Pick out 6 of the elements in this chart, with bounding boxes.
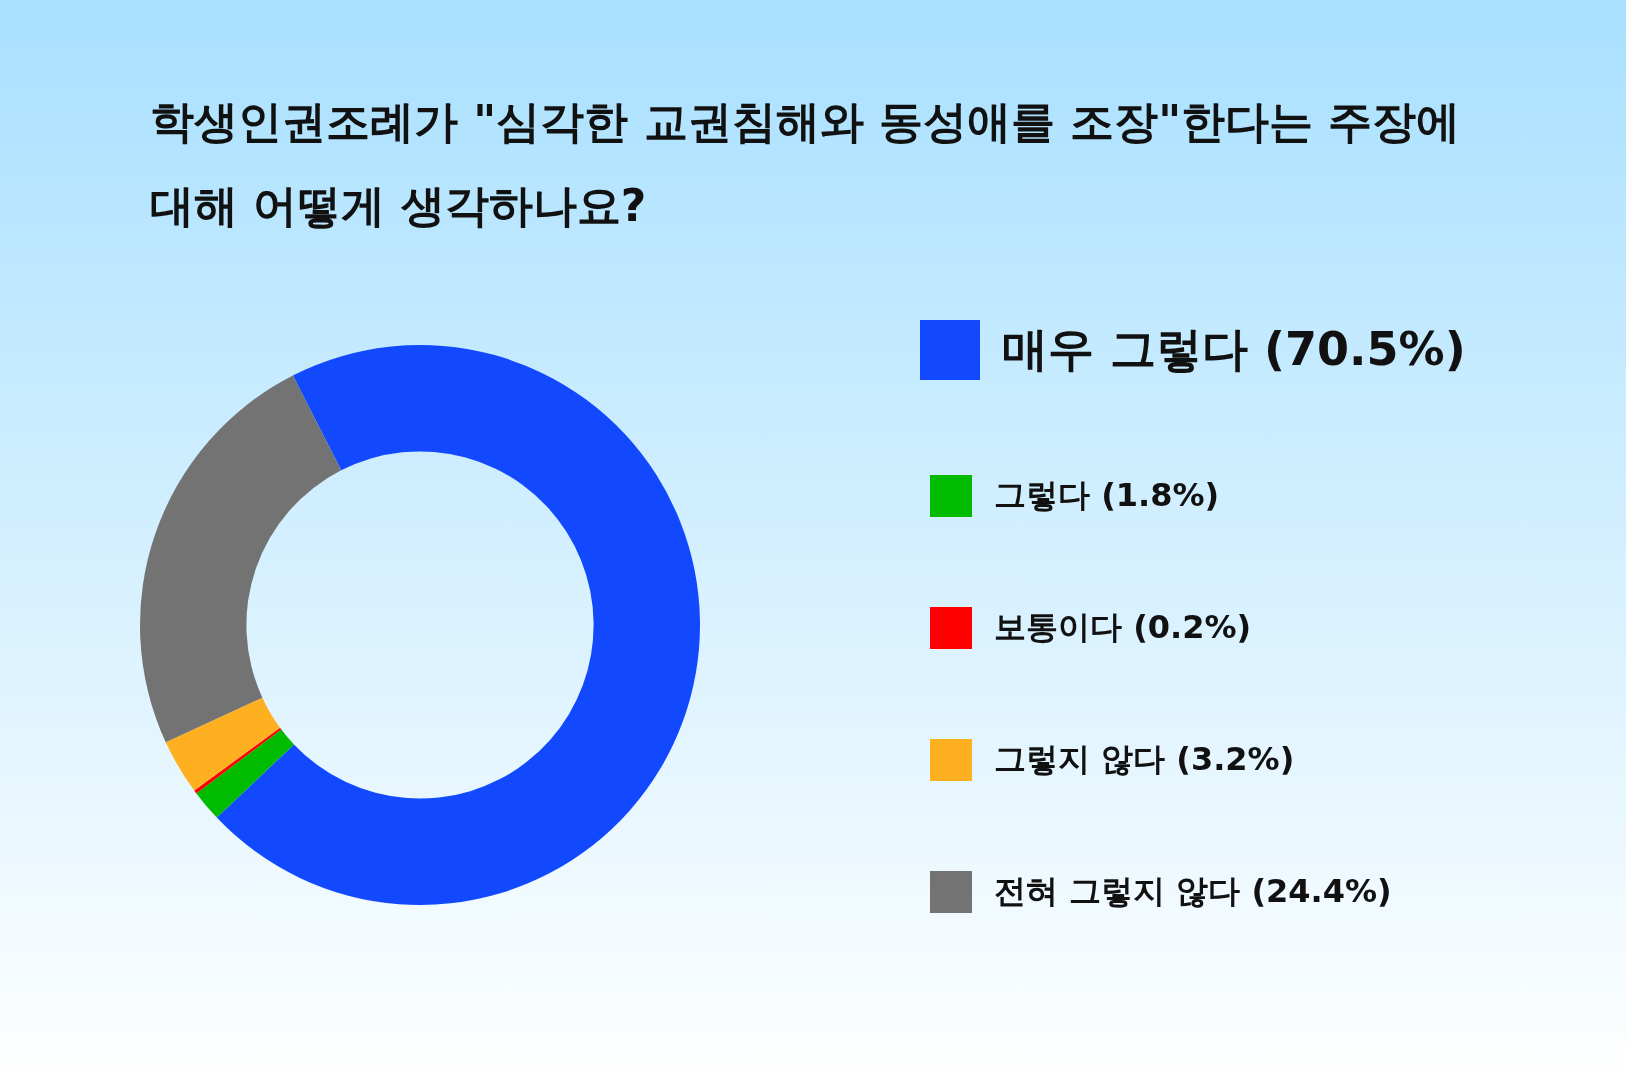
legend-label: 그렇지 않다 (3.2%) bbox=[994, 739, 1295, 780]
legend-label: 그렇다 (1.8%) bbox=[994, 475, 1220, 516]
legend-label: 보통이다 (0.2%) bbox=[994, 607, 1252, 648]
legend-label: 매우 그렇다 (70.5%) bbox=[1002, 321, 1466, 378]
legend-label: 전혀 그렇지 않다 (24.4%) bbox=[994, 871, 1392, 912]
chart-title: 학생인권조례가 "심각한 교권침해와 동성애를 조장"한다는 주장에 대해 어떻게 생각하나요? bbox=[150, 95, 1462, 233]
